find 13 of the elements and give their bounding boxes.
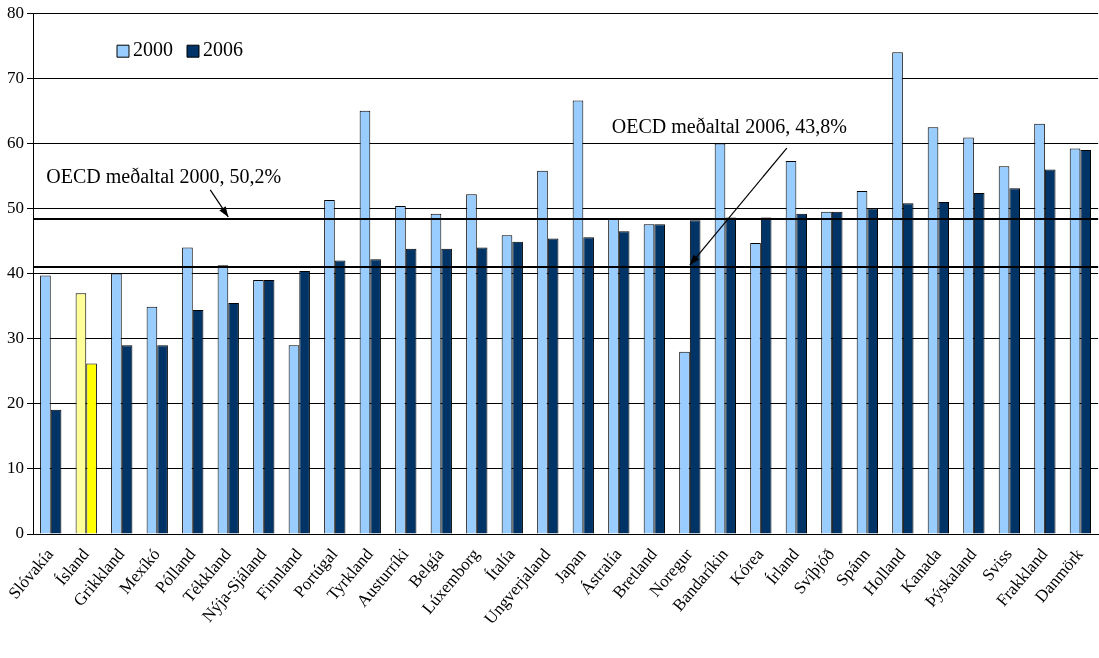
legend-label: 2000: [133, 38, 173, 61]
y-tick-label: 30: [7, 328, 24, 348]
y-tick-label: 20: [7, 393, 24, 413]
y-tick-label: 40: [7, 263, 24, 283]
annotation: OECD meðaltal 2006, 43,8%: [611, 115, 847, 138]
y-tick-label: 10: [7, 458, 24, 478]
y-tick-label: 60: [7, 132, 24, 152]
legend-label: 2006: [203, 38, 243, 61]
y-tick-label: 50: [7, 197, 24, 217]
annotation: OECD meðaltal 2000, 50,2%: [46, 164, 282, 187]
y-tick-label: 70: [7, 67, 24, 87]
y-tick-label: 0: [15, 523, 24, 543]
y-tick-label: 80: [7, 2, 24, 22]
